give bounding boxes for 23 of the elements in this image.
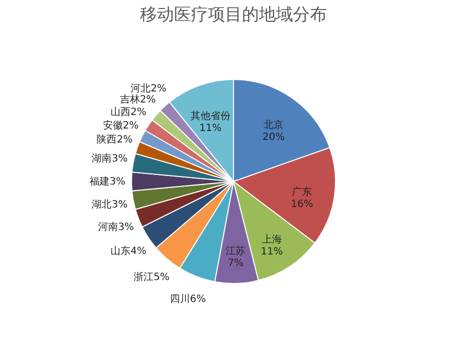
slice-label: 吉林2% — [120, 94, 156, 106]
data-label: 11% — [199, 123, 222, 134]
slice-label: 湖南3% — [92, 152, 128, 164]
slice-label: 广东 — [292, 186, 312, 198]
data-label: 7% — [228, 258, 244, 269]
slice-label: 陕西2% — [96, 134, 133, 146]
slice-label: 浙江5% — [134, 271, 170, 284]
slice-label: 四川6% — [170, 292, 206, 305]
slice-label: 湖北3% — [92, 198, 128, 211]
chart-title: 移动医疗项目的地域分布 — [140, 5, 327, 25]
slice-label: 山东4% — [110, 245, 146, 258]
data-label: 16% — [290, 199, 314, 210]
slice-label: 河南3% — [98, 221, 134, 234]
data-label: 11% — [260, 246, 283, 258]
slice-label: 江苏 — [226, 244, 246, 257]
slice-label: 上海 — [262, 233, 282, 246]
slice-label: 福建3% — [90, 176, 126, 188]
slice-label: 其他省份 — [190, 110, 230, 122]
slice-label: 安徽2% — [102, 119, 139, 132]
slice-label: 河北2% — [130, 82, 167, 94]
data-label: 20% — [262, 132, 285, 143]
slice-label: 北京 — [264, 118, 284, 131]
slice-label: 山西2% — [110, 106, 146, 118]
